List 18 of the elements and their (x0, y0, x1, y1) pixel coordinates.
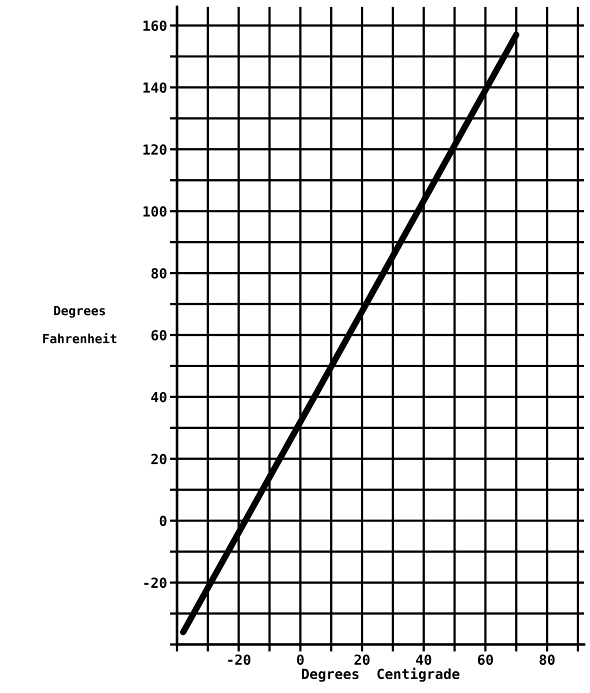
y-tick-label: 0 (160, 516, 166, 526)
x-axis-title: Degrees Centigrade (302, 668, 460, 682)
y-tick-label: 140 (143, 82, 166, 93)
y-tick-label: 20 (151, 454, 166, 464)
x-tick-label: 0 (297, 654, 304, 665)
x-tick-label: 40 (416, 654, 432, 665)
x-tick-label: 80 (540, 654, 555, 665)
y-tick-label: 60 (151, 330, 166, 340)
y-tick-label: 120 (143, 144, 166, 155)
y-tick-label: 100 (143, 206, 166, 217)
x-tick-label: 20 (354, 654, 370, 665)
y-tick-label: -20 (144, 578, 166, 588)
x-tick-label: 60 (478, 654, 493, 665)
y-tick-label: 160 (143, 20, 166, 31)
text: Degrees Fahrenheit (43, 306, 116, 344)
y-tick-label: 40 (151, 392, 166, 402)
y-tick-label: 80 (151, 268, 166, 279)
x-tick-label: -20 (228, 654, 250, 665)
